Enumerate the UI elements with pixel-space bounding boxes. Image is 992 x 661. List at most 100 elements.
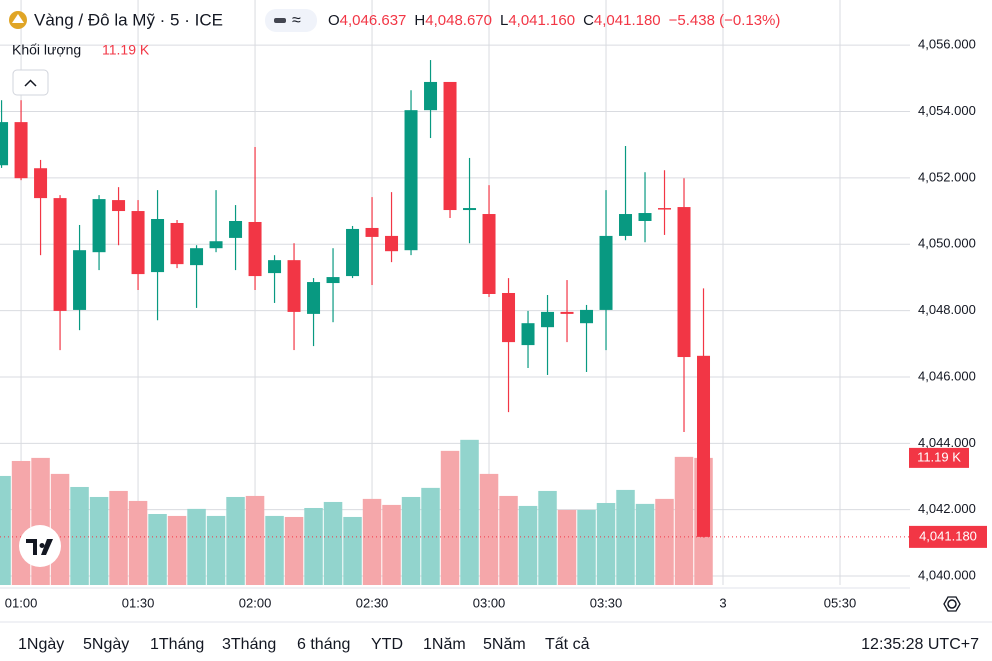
candle-body: [190, 248, 204, 266]
axes: 4,040.000 4,042.000 4,044.000 4,046.000 4,04…: [0, 37, 987, 610]
range-button[interactable]: 1Tháng: [150, 636, 204, 653]
y-tick-label: 4,044.000: [918, 435, 976, 450]
last-price-badge: [909, 525, 987, 548]
volume-bar: [11, 460, 31, 585]
volume-badge: [909, 447, 969, 468]
candle-body: [619, 214, 633, 236]
volume-bar: [343, 516, 362, 585]
y-tick-label: 4,048.000: [918, 302, 976, 317]
volume-badge-label: 11.19 K: [917, 449, 961, 464]
volume-bar: [148, 514, 167, 585]
y-tick-label: 4,040.000: [918, 567, 976, 582]
y-tick-label: 4,046.000: [918, 368, 976, 383]
volume-bars: [0, 439, 713, 585]
volume-bar: [635, 503, 655, 585]
volume-value: 11.19 K: [102, 42, 150, 58]
candle-body: [170, 222, 184, 265]
candle-body: [443, 81, 457, 211]
candle-body: [385, 235, 399, 252]
candle-body: [346, 228, 360, 277]
candle-body: [404, 110, 418, 251]
range-button[interactable]: 1Ngày: [18, 636, 64, 653]
y-tick-label: 4,054.000: [918, 103, 976, 118]
volume-bar: [362, 498, 382, 585]
x-tick-label: 02:00: [239, 595, 272, 610]
candle-body: [14, 122, 28, 179]
volume-bar: [304, 507, 323, 585]
candle-body: [34, 168, 48, 199]
volume-bar: [440, 450, 460, 585]
candle-body: [287, 260, 301, 312]
collapse-icon: [24, 79, 37, 87]
volume-bar: [245, 495, 265, 585]
range-button[interactable]: 5Ngày: [83, 636, 129, 653]
candle-body: [248, 221, 262, 277]
volume-bar: [187, 508, 206, 585]
volume-bar: [206, 515, 226, 585]
legend-key: C: [583, 12, 594, 29]
range-button[interactable]: Tất cả: [545, 636, 590, 653]
volume-bar: [596, 502, 616, 585]
range-button[interactable]: 3Tháng: [222, 636, 276, 653]
volume-bar: [70, 486, 89, 585]
legend-value: 4,041.180: [594, 12, 661, 29]
volume-bar: [557, 509, 577, 585]
plot-area: 4,040.000 4,042.000 4,044.000 4,046.000 4,04…: [0, 0, 987, 610]
candle-body: [638, 213, 652, 221]
settings-icon[interactable]: [947, 599, 957, 609]
volume-bar: [226, 496, 245, 585]
candle-body: [73, 250, 87, 310]
volume-bar: [128, 500, 148, 585]
volume-bar: [382, 504, 401, 585]
volume-bar: [284, 516, 304, 585]
status-icon: ≈: [292, 12, 301, 29]
volume-bar: [538, 490, 557, 585]
candle-body: [151, 219, 165, 273]
candles: [0, 60, 711, 538]
x-tick-label: 02:30: [356, 595, 389, 610]
settings-icon-frame: [943, 596, 961, 612]
volume-bar: [479, 473, 499, 585]
range-button[interactable]: YTD: [371, 636, 403, 653]
legend-key: L: [500, 12, 508, 29]
x-tick-label: 01:00: [5, 595, 38, 610]
candle-body: [131, 211, 145, 275]
volume-bar: [518, 505, 538, 585]
x-tick-label: 3: [719, 595, 726, 610]
volume-bar: [323, 501, 343, 585]
candle-body: [92, 199, 106, 253]
volume-bar: [265, 515, 284, 585]
range-button[interactable]: 5Năm: [483, 636, 526, 653]
last-price-label: 4,041.180: [919, 528, 977, 543]
legend-key: O: [328, 12, 340, 29]
legend-value: 4,046.637: [340, 12, 407, 29]
y-tick-label: 4,052.000: [918, 169, 976, 184]
x-tick-label: 01:30: [122, 595, 155, 610]
volume-bar: [616, 489, 635, 585]
volume-bar: [401, 496, 421, 585]
range-button[interactable]: 1Năm: [423, 636, 466, 653]
x-tick-label: 03:00: [473, 595, 506, 610]
legend-value: 4,048.670: [425, 12, 492, 29]
candle-body: [365, 227, 379, 237]
candle-body: [482, 214, 496, 294]
symbol-title[interactable]: Vàng / Đô la Mỹ · 5 · ICE: [34, 10, 223, 29]
legend-key: H: [414, 12, 425, 29]
volume-bar: [499, 495, 518, 585]
status-icon: [274, 18, 286, 23]
range-button[interactable]: 6 tháng: [297, 636, 350, 653]
status-pill[interactable]: [265, 9, 317, 32]
candle-body: [0, 122, 9, 166]
candle-body: [502, 292, 516, 343]
volume-bar: [460, 439, 479, 585]
volume-bar: [109, 490, 128, 585]
candle-body: [326, 277, 340, 284]
symbol-icon-mark: [12, 14, 24, 23]
candle-body: [658, 208, 672, 210]
candle-body: [463, 208, 477, 211]
candle-body: [307, 282, 321, 314]
x-tick-label: 03:30: [590, 595, 623, 610]
collapse-button[interactable]: [12, 69, 49, 96]
